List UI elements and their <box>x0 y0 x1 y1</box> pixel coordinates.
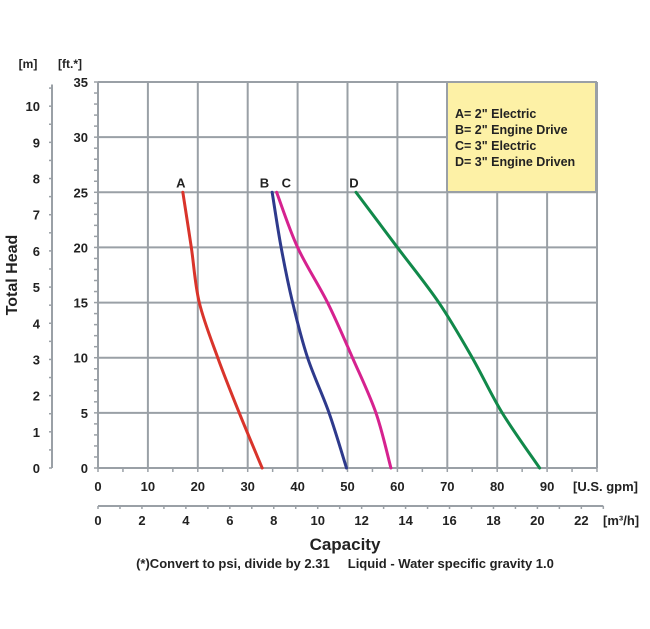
x-tick-label: 0 <box>94 479 101 494</box>
x-tick-label: 20 <box>191 479 205 494</box>
y-tick-label: 35 <box>74 75 88 90</box>
legend-entry: D= 3" Engine Driven <box>455 155 575 169</box>
x2-tick-label: 10 <box>310 513 324 528</box>
x-tick-label: 80 <box>490 479 504 494</box>
y-tick-label: 0 <box>81 461 88 476</box>
y2-tick-label: 10 <box>26 99 40 114</box>
x2-tick-label: 22 <box>574 513 588 528</box>
x-tick-label: 60 <box>390 479 404 494</box>
series-B-label: B <box>260 175 269 190</box>
x-tick-label: 90 <box>540 479 554 494</box>
x2-unit: [m³/h] <box>603 513 639 528</box>
x2-tick-label: 14 <box>398 513 413 528</box>
series-A-label: A <box>176 175 186 190</box>
series-D-label: D <box>349 175 358 190</box>
y-tick-label: 5 <box>81 406 88 421</box>
y2-tick-label: 0 <box>33 461 40 476</box>
y2-tick-label: 5 <box>33 280 40 295</box>
legend-entry: A= 2" Electric <box>455 107 536 121</box>
legend: A= 2" Electric B= 2" Engine Drive C= 3" El… <box>455 107 575 169</box>
legend-entry: C= 3" Electric <box>455 139 536 153</box>
y2-tick-label: 8 <box>33 172 40 187</box>
y-tick-label: 10 <box>74 351 88 366</box>
x2-tick-label: 2 <box>138 513 145 528</box>
series-C-label: C <box>282 175 292 190</box>
series-A-line <box>181 190 264 470</box>
series-B-line <box>270 190 349 470</box>
x2-tick-label: 4 <box>182 513 190 528</box>
x2-tick-label: 0 <box>94 513 101 528</box>
y2-tick-label: 1 <box>33 425 40 440</box>
y2-tick-label: 6 <box>33 244 40 259</box>
y2-tick-label: 3 <box>33 352 40 367</box>
y-tick-label: 15 <box>74 296 88 311</box>
x2-tick-label: 8 <box>270 513 277 528</box>
y2-tick-label: 9 <box>33 135 40 150</box>
y-unit: [ft.*] <box>58 57 82 71</box>
series-D-line <box>354 190 542 470</box>
x2-tick-label: 20 <box>530 513 544 528</box>
y2-tick-label: 7 <box>33 208 40 223</box>
footnote: (*)Convert to psi, divide by 2.31 Liquid… <box>136 556 554 571</box>
x-tick-label: 50 <box>340 479 354 494</box>
legend-box <box>446 81 597 193</box>
x-tick-label: 30 <box>240 479 254 494</box>
x2-tick-label: 18 <box>486 513 500 528</box>
series-C-line <box>275 190 393 470</box>
x-tick-label: 40 <box>290 479 304 494</box>
x2-tick-label: 16 <box>442 513 456 528</box>
y2-tick-label: 4 <box>33 316 41 331</box>
x-axis-title: Capacity <box>310 535 381 554</box>
y-axis-title: Total Head <box>4 235 21 316</box>
y-tick-label: 25 <box>74 185 88 200</box>
y-tick-label: 30 <box>74 130 88 145</box>
x-unit: [U.S. gpm] <box>573 479 638 494</box>
x2-tick-label: 12 <box>354 513 368 528</box>
y2-unit: [m] <box>19 57 38 71</box>
legend-entry: B= 2" Engine Drive <box>455 123 568 137</box>
y2-tick-label: 2 <box>33 389 40 404</box>
x-tick-label: 70 <box>440 479 454 494</box>
x-tick-label: 10 <box>141 479 155 494</box>
y-tick-label: 20 <box>74 240 88 255</box>
x2-tick-label: 6 <box>226 513 233 528</box>
